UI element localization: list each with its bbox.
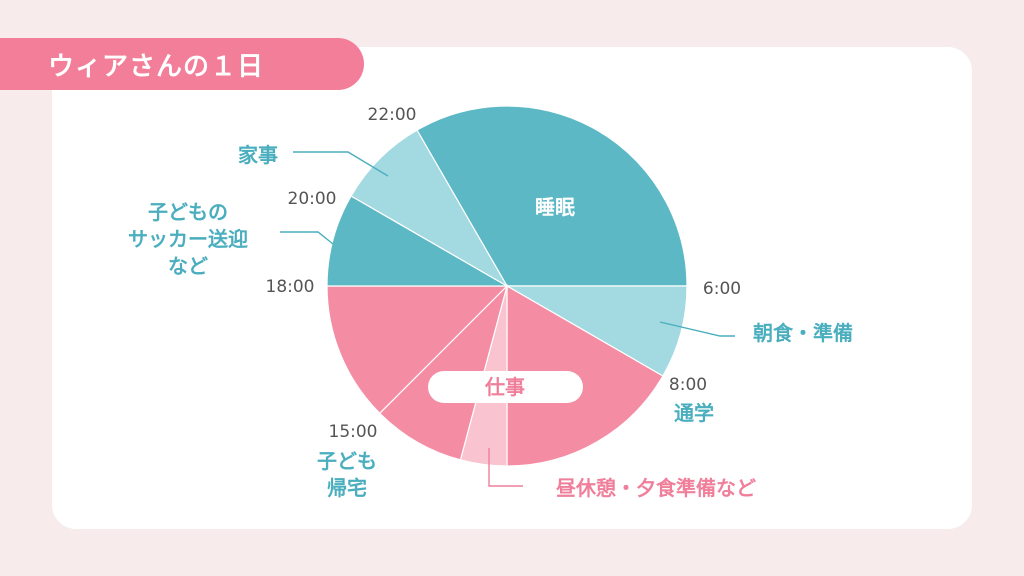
- leader-breakfast: [659, 321, 735, 337]
- pie-slice-5: [326, 285, 509, 415]
- pie-slice-2: [506, 284, 664, 467]
- slice-label-lunch: 昼休憩・夕食準備など: [556, 476, 756, 500]
- slice-label-breakfast: 朝食・準備: [753, 321, 853, 345]
- time-label-0600: 6:00: [703, 279, 741, 299]
- slice-label-sleep: 睡眠: [535, 195, 575, 219]
- slice-label-kids-home-line2: 帰宅: [327, 476, 367, 500]
- slice-label-soccer-line1: 子どもの: [148, 200, 228, 224]
- page-title: ウィアさんの１日: [48, 51, 265, 82]
- pie-slice-1: [504, 285, 688, 377]
- pie-slice-6: [326, 195, 510, 287]
- slice-label-soccer-line2: サッカー送迎: [128, 227, 248, 251]
- slice-label-kids-home-line1: 子ども: [317, 449, 377, 473]
- leader-soccer: [280, 231, 334, 245]
- slice-label-work: 仕事: [484, 375, 525, 399]
- pie-slice-7: [350, 129, 509, 288]
- leader-lunch: [488, 448, 523, 487]
- work-label-pill: [428, 371, 583, 403]
- time-label-2200: 22:00: [368, 105, 417, 125]
- time-label-1800: 18:00: [266, 277, 315, 297]
- leader-kaji: [293, 151, 389, 177]
- time-label-0800: 8:00: [669, 375, 707, 395]
- time-label-1500: 15:00: [329, 422, 378, 442]
- title-banner: ウィアさんの１日: [0, 38, 364, 90]
- slice-label-kaji: 家事: [238, 143, 278, 167]
- slice-label-soccer-line3: など: [168, 254, 208, 278]
- time-label-2000: 20:00: [288, 189, 337, 209]
- pie-slice-0: [416, 105, 688, 287]
- slice-label-commute: 通学: [674, 401, 714, 425]
